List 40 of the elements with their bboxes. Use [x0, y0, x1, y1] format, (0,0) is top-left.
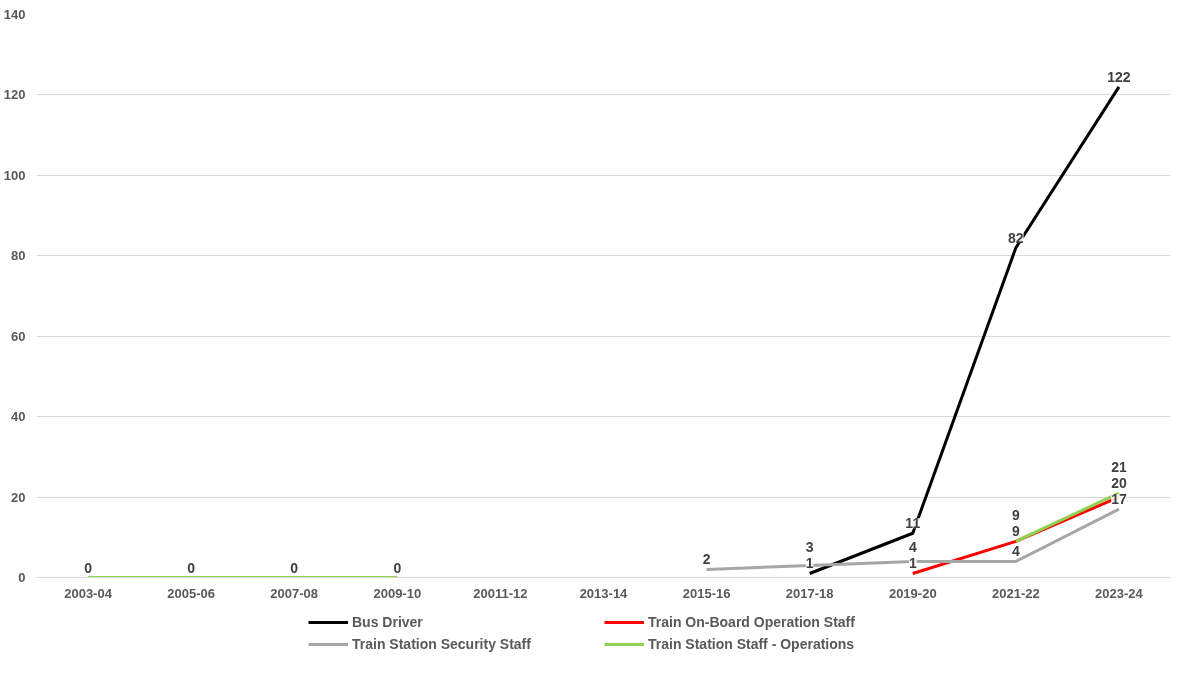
data-label: 0	[290, 559, 299, 576]
y-tick-label: 100	[3, 167, 26, 183]
x-tick-label: 2021-22	[992, 585, 1040, 601]
data-label: 0	[393, 559, 402, 576]
y-tick-label: 60	[11, 328, 26, 344]
x-tick-label: 2015-16	[682, 585, 731, 601]
x-tick-label: 2009-10	[373, 585, 422, 601]
data-label: 4	[908, 539, 917, 556]
legend-label: Train Station Security Staff	[352, 636, 532, 652]
x-tick-label: 2023-24	[1095, 585, 1144, 601]
data-label: 21	[1111, 458, 1127, 475]
data-label: 9	[1011, 523, 1020, 540]
data-label: 1	[805, 555, 814, 572]
data-label: 20	[1111, 474, 1127, 491]
data-label: 1	[908, 555, 917, 572]
x-tick-label: 20011-12	[473, 585, 528, 601]
legend-label: Bus Driver	[352, 614, 424, 630]
y-tick-label: 0	[18, 570, 26, 585]
x-tick-label: 2019-20	[888, 585, 937, 601]
data-label: 2	[702, 551, 711, 568]
data-label: 3	[805, 539, 814, 556]
y-tick-label: 20	[11, 489, 26, 505]
data-label: 9	[1011, 507, 1020, 524]
x-tick-label: 2013-14	[579, 585, 629, 601]
y-tick-label: 120	[3, 87, 26, 103]
data-label: 0	[84, 559, 93, 576]
legend-label: Train Station Staff - Operations	[648, 636, 856, 652]
data-label: 11	[905, 515, 921, 532]
data-label: 122	[1107, 68, 1131, 85]
data-label: 0	[187, 559, 196, 576]
x-tick-label: 2017-18	[785, 585, 834, 601]
data-label: 4	[1011, 543, 1020, 560]
x-tick-label: 2007-08	[270, 585, 319, 601]
legend-label: Train On-Board Operation Staff	[648, 614, 856, 630]
y-tick-label: 80	[11, 248, 26, 264]
y-tick-label: 140	[3, 7, 26, 22]
data-label: 82	[1008, 229, 1024, 246]
x-tick-label: 2003-04	[64, 585, 113, 601]
x-tick-label: 2005-06	[167, 585, 215, 601]
y-tick-label: 40	[11, 409, 26, 425]
